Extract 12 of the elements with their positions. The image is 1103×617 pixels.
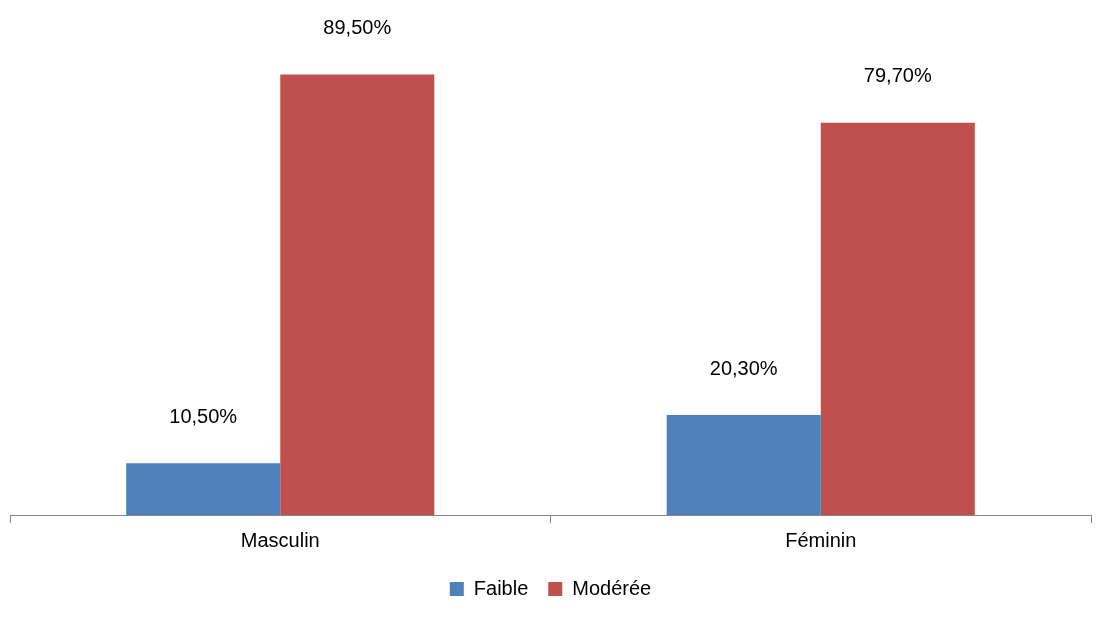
bar — [666, 415, 821, 515]
bar — [280, 74, 435, 515]
x-tick-label: Féminin — [785, 528, 857, 551]
data-label: 89,50% — [323, 15, 392, 38]
legend-label: Faible — [473, 576, 529, 599]
data-label: 79,70% — [863, 64, 932, 87]
bar — [126, 463, 281, 515]
legend-label: Modérée — [572, 576, 652, 599]
bar — [820, 122, 975, 515]
data-label: 20,30% — [709, 356, 778, 379]
x-tick-label: Masculin — [240, 528, 320, 551]
data-label: 10,50% — [169, 404, 238, 427]
